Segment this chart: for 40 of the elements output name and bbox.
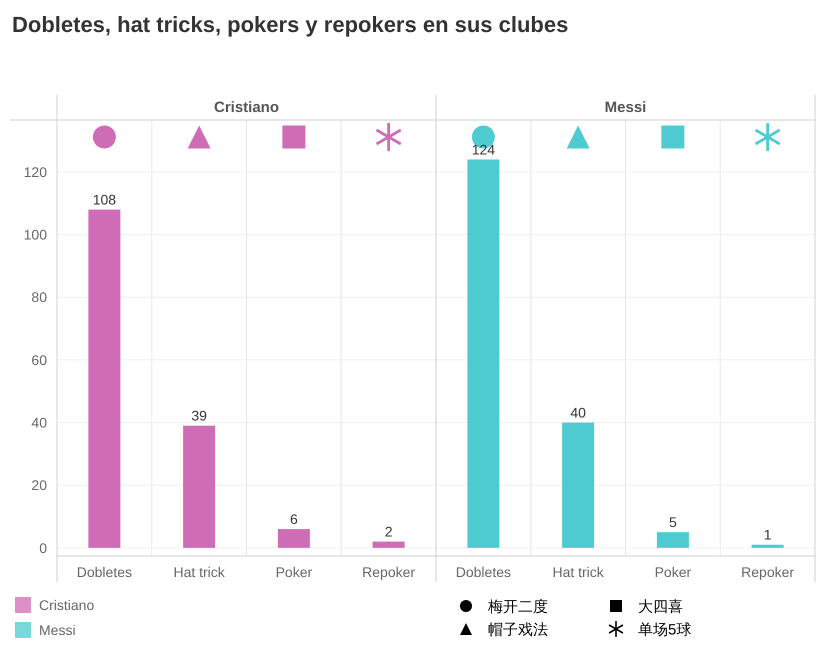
- y-tick-label: 0: [39, 540, 48, 556]
- data-label: 2: [384, 524, 393, 540]
- y-tick-label: 100: [24, 226, 48, 243]
- bar: [278, 529, 310, 548]
- bar: [656, 532, 689, 548]
- y-tick-label: 120: [24, 164, 48, 180]
- x-tick-label: Hat trick: [173, 564, 226, 580]
- text: 单场5球: [638, 621, 692, 638]
- y-tick-label: 80: [31, 289, 48, 306]
- bar: [752, 544, 784, 548]
- bar: [372, 542, 405, 548]
- data-label: 124: [472, 141, 496, 158]
- x-tick-label: Poker: [276, 564, 312, 580]
- x-tick-label: Repoker: [741, 564, 794, 580]
- data-label: 108: [92, 192, 116, 208]
- x-tick-label: Repoker: [362, 564, 416, 580]
- y-tick-label: 40: [31, 414, 48, 430]
- text: 帽子戏法: [488, 621, 548, 638]
- text: 梅开二度: [487, 598, 548, 616]
- legend-label: Messi: [39, 622, 76, 638]
- text: 大四喜: [638, 598, 683, 616]
- x-tick-label: Hat trick: [552, 564, 605, 580]
- bar: [88, 210, 120, 548]
- bar: [467, 159, 500, 548]
- chart-title: Dobletes, hat tricks, pokers y repokers en sus clubes: [12, 12, 568, 37]
- data-label: 39: [191, 408, 208, 424]
- x-tick-label: Poker: [654, 564, 692, 580]
- y-tick-label: 60: [31, 352, 48, 368]
- y-tick-label: 20: [31, 477, 48, 494]
- data-label: 5: [668, 514, 677, 530]
- bar: [562, 422, 594, 548]
- x-tick-label: Dobletes: [456, 564, 512, 580]
- chart-subtitle: Cristiano: [214, 99, 280, 116]
- chart-subtitle: Messi: [604, 99, 646, 116]
- bar: [183, 426, 216, 548]
- x-tick-label: Dobletes: [76, 564, 132, 580]
- data-label: 1: [764, 526, 772, 543]
- legend-label: Cristiano: [39, 597, 94, 613]
- data-label: 40: [570, 404, 586, 421]
- data-label: 6: [290, 511, 298, 528]
